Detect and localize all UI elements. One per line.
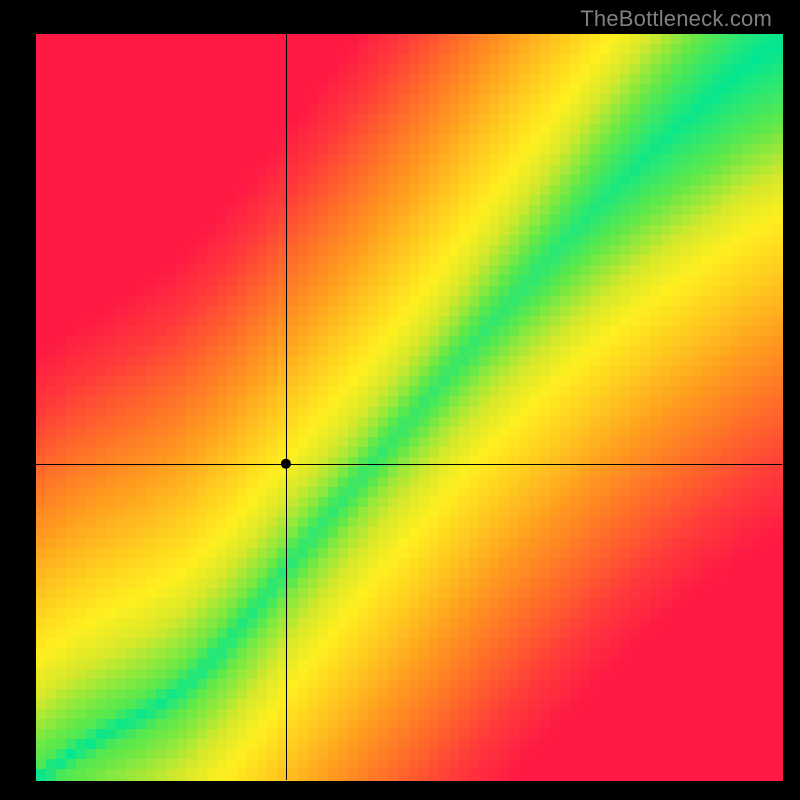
chart-container: TheBottleneck.com	[0, 0, 800, 800]
bottleneck-heatmap	[0, 0, 800, 800]
watermark-text: TheBottleneck.com	[580, 6, 772, 32]
